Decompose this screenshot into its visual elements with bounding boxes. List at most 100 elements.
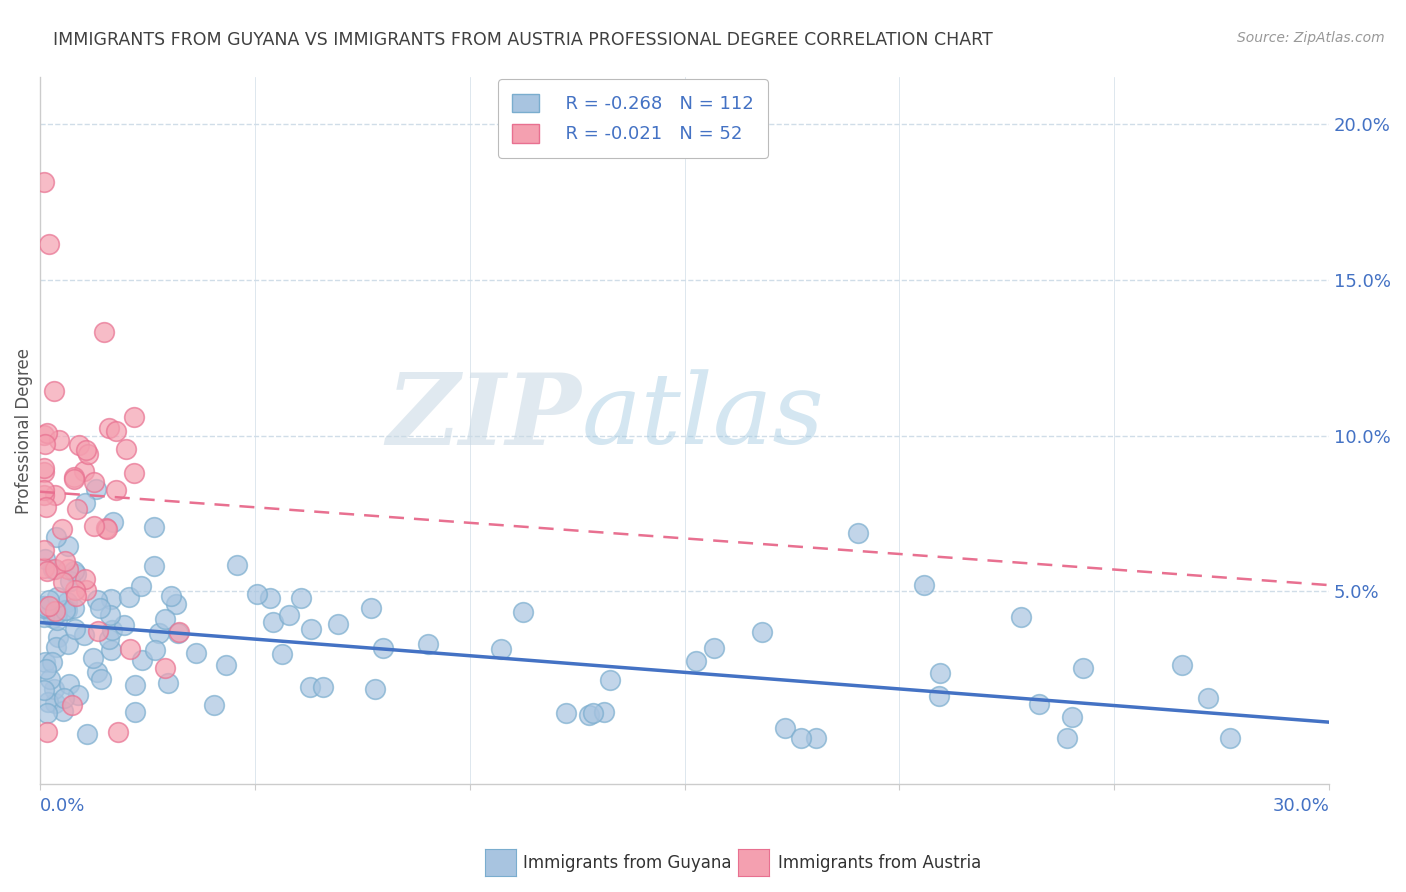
Point [58, 677, 80, 691]
Point [44, 488, 66, 502]
Point [277, 608, 299, 623]
Point [58, 562, 80, 576]
Point [32, 483, 55, 497]
Point [775, 722, 797, 736]
Point [55, 595, 77, 609]
Point [48, 630, 70, 644]
Point [34, 436, 56, 450]
Point [1071, 661, 1094, 675]
Point [83, 475, 105, 490]
Point [38, 599, 60, 614]
Point [360, 601, 382, 615]
Point [90, 672, 112, 686]
Point [73, 628, 96, 642]
Point [63, 469, 86, 483]
Point [67, 438, 90, 452]
Point [1056, 731, 1078, 745]
Point [75, 572, 97, 586]
Point [114, 442, 136, 457]
Point [66, 502, 89, 516]
Point [912, 578, 935, 592]
Point [32, 561, 55, 575]
Point [63, 564, 86, 578]
Point [32, 461, 55, 475]
Point [364, 681, 387, 696]
Point [45, 530, 67, 544]
Point [65, 583, 87, 598]
Point [35, 724, 58, 739]
Point [167, 625, 190, 640]
Point [100, 592, 122, 607]
Point [299, 622, 322, 636]
Point [156, 676, 179, 690]
Point [32, 428, 55, 442]
Point [120, 641, 142, 656]
Point [53, 691, 76, 706]
Point [34, 655, 56, 669]
Point [790, 731, 813, 745]
Y-axis label: Professional Degree: Professional Degree [15, 348, 32, 514]
Point [153, 661, 176, 675]
Point [326, 617, 349, 632]
Point [63, 601, 86, 615]
Point [416, 637, 439, 651]
Point [73, 496, 96, 510]
Point [59, 574, 82, 588]
Point [124, 705, 146, 719]
Point [39, 672, 62, 686]
Point [105, 483, 128, 497]
Point [129, 579, 152, 593]
Point [107, 724, 129, 739]
Point [46, 614, 69, 628]
Point [593, 705, 616, 719]
Point [55, 603, 77, 617]
Point [118, 590, 141, 604]
Point [100, 643, 122, 657]
Point [104, 425, 127, 439]
Point [72, 464, 94, 478]
Point [56, 539, 79, 553]
Point [685, 654, 707, 668]
Point [148, 626, 170, 640]
Point [143, 520, 166, 534]
Point [101, 623, 124, 637]
Point [112, 618, 135, 632]
Point [42, 562, 65, 576]
Text: ZIP: ZIP [387, 368, 582, 465]
Point [45, 607, 67, 621]
Point [122, 410, 145, 425]
Point [1062, 710, 1084, 724]
Point [97, 421, 120, 435]
Point [555, 706, 578, 720]
Point [56, 637, 79, 651]
Point [52, 704, 75, 718]
Point [32, 175, 55, 189]
Point [703, 640, 725, 655]
Point [143, 559, 166, 574]
Point [184, 646, 207, 660]
Point [581, 706, 603, 720]
Point [75, 582, 97, 597]
Point [159, 589, 181, 603]
Point [928, 666, 950, 681]
Point [35, 662, 58, 676]
Point [35, 500, 58, 515]
Point [62, 698, 84, 713]
Point [37, 426, 59, 441]
Point [131, 653, 153, 667]
Point [86, 593, 108, 607]
Point [32, 601, 55, 615]
Point [1171, 657, 1194, 672]
Text: Immigrants from Austria: Immigrants from Austria [778, 854, 981, 871]
Point [32, 465, 55, 479]
Point [44, 604, 66, 618]
Point [32, 599, 55, 614]
Point [96, 522, 118, 536]
Point [51, 522, 73, 536]
Point [44, 696, 66, 710]
Point [62, 473, 84, 487]
Point [1010, 610, 1032, 624]
Point [53, 553, 76, 567]
Point [46, 591, 69, 605]
Point [512, 605, 534, 619]
